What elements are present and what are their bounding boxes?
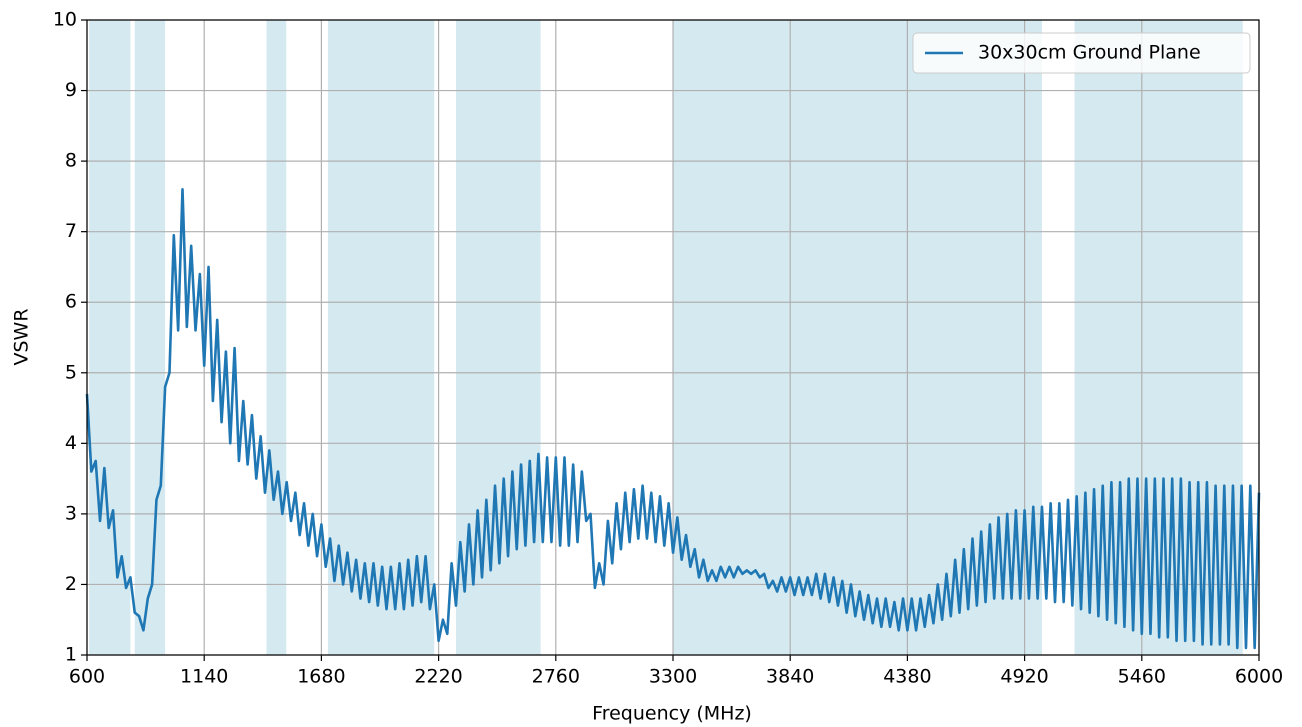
x-tick-label: 600 xyxy=(69,666,105,688)
y-tick-label: 4 xyxy=(65,432,77,454)
y-tick-label: 8 xyxy=(65,150,77,172)
legend-label: 30x30cm Ground Plane xyxy=(978,42,1201,64)
x-tick-label: 3300 xyxy=(649,666,697,688)
x-tick-label: 2220 xyxy=(414,666,462,688)
x-tick-label: 2760 xyxy=(532,666,580,688)
x-tick-label: 1680 xyxy=(297,666,345,688)
x-tick-label: 4380 xyxy=(883,666,931,688)
y-tick-label: 2 xyxy=(65,573,77,595)
y-axis-label: VSWR xyxy=(11,308,33,365)
y-tick-label: 3 xyxy=(65,502,77,524)
band xyxy=(266,20,287,655)
legend-box xyxy=(912,32,1251,74)
y-tick-label: 6 xyxy=(65,291,77,313)
y-tick-label: 7 xyxy=(65,220,77,242)
y-tick-label: 9 xyxy=(65,79,77,101)
x-tick-label: 3840 xyxy=(766,666,814,688)
y-tick-label: 1 xyxy=(65,644,77,666)
y-tick-label: 5 xyxy=(65,361,77,383)
band xyxy=(89,20,131,655)
band xyxy=(327,20,435,655)
plot-frame xyxy=(86,19,1260,656)
band xyxy=(134,20,166,655)
x-tick-label: 1140 xyxy=(180,666,228,688)
x-tick-label: 5460 xyxy=(1118,666,1166,688)
y-tick-label: 10 xyxy=(53,9,77,31)
x-tick-label: 6000 xyxy=(1235,666,1283,688)
x-axis-label: Frequency (MHz) xyxy=(592,703,752,725)
x-tick-label: 4920 xyxy=(1000,666,1048,688)
data-line xyxy=(85,188,1261,650)
